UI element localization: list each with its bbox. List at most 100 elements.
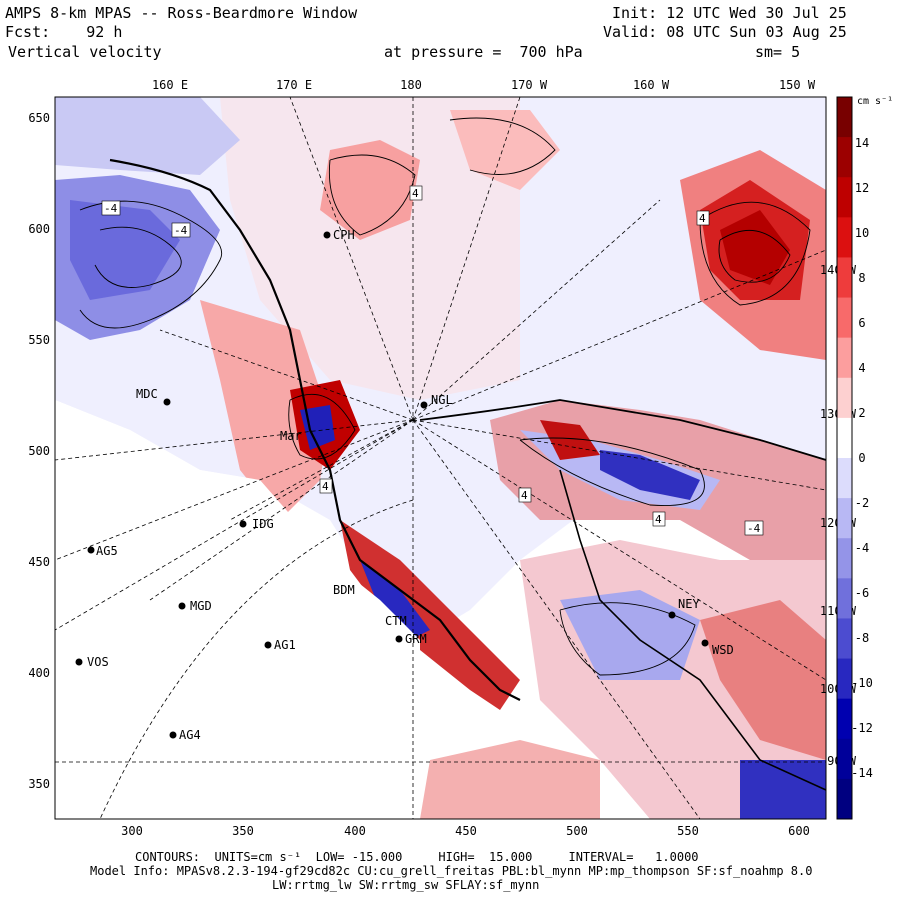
colorbar-swatch: [837, 137, 852, 178]
colorbar-tick-label: -12: [851, 721, 873, 735]
colorbar-swatch: [837, 538, 852, 579]
x-tick-label: 550: [677, 824, 699, 838]
station-vos: VOS: [87, 655, 109, 669]
station-ag1: AG1: [274, 638, 296, 652]
svg-text:-4: -4: [174, 224, 188, 237]
plot-frame: [54, 96, 827, 820]
svg-text:4: 4: [322, 480, 329, 493]
contour-label: 4: [696, 210, 710, 226]
y-tick-label: 400: [28, 666, 50, 680]
contour-label: -4: [171, 222, 191, 238]
colorbar-swatch: [837, 417, 852, 459]
colorbar-swatch: [837, 458, 852, 499]
x-tick-label: 400: [344, 824, 366, 838]
lon-label-160w: 160 W: [633, 78, 670, 92]
valid-time: Valid: 08 UTC Sun 03 Aug 25: [603, 23, 847, 41]
physics-info: LW:rrtmg_lw SW:rrtmg_sw SFLAY:sf_mynn: [272, 878, 540, 892]
y-tick-label: 650: [28, 111, 50, 125]
colorbar-swatch: [837, 297, 852, 339]
model-info: Model Info: MPASv8.2.3-194-gf29cd82c CU:…: [90, 864, 813, 878]
colorbar-tick-label: 8: [858, 271, 865, 285]
contour-label: 4: [409, 185, 423, 201]
colorbar-swatch: [837, 97, 852, 138]
station-mdc: MDC: [136, 387, 158, 401]
lon-label-170w: 170 W: [511, 78, 548, 92]
pressure-level: at pressure = 700 hPa: [384, 43, 583, 61]
contour-label: -4: [101, 200, 121, 216]
y-tick-label: 450: [28, 555, 50, 569]
colorbar-units: cm s⁻¹: [857, 96, 893, 107]
x-tick-label: 350: [232, 824, 254, 838]
colorbar-tick-label: 6: [858, 316, 865, 330]
colorbar-swatch: [837, 578, 852, 619]
station-ag5: AG5: [96, 544, 118, 558]
colorbar-swatch: [837, 738, 852, 780]
colorbar-tick-label: 2: [858, 406, 865, 420]
station-mgd: MGD: [190, 599, 212, 613]
svg-text:4: 4: [521, 489, 528, 502]
colorbar-frame: [836, 96, 853, 820]
contour-label: 4: [518, 487, 532, 503]
x-tick-label: 450: [455, 824, 477, 838]
contours-info: CONTOURS: UNITS=cm s⁻¹ LOW= -15.000 HIGH…: [135, 850, 699, 864]
colorbar-tick-label: -8: [855, 631, 869, 645]
lon-label-180: 180: [400, 78, 422, 92]
svg-text:-4: -4: [747, 522, 761, 535]
colorbar-swatch: [837, 337, 852, 379]
station-wsd: WSD: [712, 643, 734, 657]
colorbar-tick-label: -10: [851, 676, 873, 690]
station-mar: Mar: [280, 429, 302, 443]
colorbar-tick-label: 0: [858, 451, 865, 465]
colorbar: [836, 96, 853, 820]
colorbar-swatch: [837, 217, 852, 258]
lon-label-160e: 160 E: [152, 78, 188, 92]
map-field: MDC NGL IDG AG5 MGD AG1 VOS AG4 BDM WSD …: [55, 97, 826, 819]
colorbar-tick-label: 4: [858, 361, 865, 375]
colorbar-swatch: [837, 658, 852, 700]
colorbar-swatch: [837, 177, 852, 218]
colorbar-tick-label: -14: [851, 766, 873, 780]
variable-name: Vertical velocity: [8, 43, 162, 61]
colorbar-swatch: [837, 698, 852, 740]
svg-text:4: 4: [699, 212, 706, 225]
lon-label-170e: 170 E: [276, 78, 312, 92]
x-tick-label: 500: [566, 824, 588, 838]
colorbar-tick-label: -6: [855, 586, 869, 600]
colorbar-tick-label: -4: [855, 541, 869, 555]
station-grm: GRM: [405, 632, 427, 646]
colorbar-tick-label: 12: [855, 181, 869, 195]
station-cph: CPH: [333, 228, 355, 242]
colorbar-swatch: [837, 377, 852, 419]
y-tick-label: 550: [28, 333, 50, 347]
colorbar-swatch: [837, 778, 852, 820]
colorbar-tick-label: 14: [855, 136, 869, 150]
lon-label-150w: 150 W: [779, 78, 816, 92]
colorbar-tick-label: 10: [855, 226, 869, 240]
station-idg: IDG: [252, 517, 274, 531]
station-ngl: NGL: [431, 393, 453, 407]
smoothing-value: sm= 5: [755, 43, 801, 61]
colorbar-swatch: [837, 257, 852, 299]
svg-text:4: 4: [412, 187, 419, 200]
forecast-hour: Fcst: 92 h: [5, 23, 123, 41]
x-tick-label: 600: [788, 824, 810, 838]
station-ctm: CTM: [385, 614, 407, 628]
y-tick-label: 600: [28, 222, 50, 236]
contour-label: 4: [652, 511, 666, 527]
contour-label: 4: [319, 478, 333, 494]
y-tick-label: 500: [28, 444, 50, 458]
colorbar-swatch: [837, 498, 852, 539]
station-ney: NEY: [678, 597, 700, 611]
colorbar-swatch: [837, 618, 852, 660]
station-bdm: BDM: [333, 583, 355, 597]
station-ag4: AG4: [179, 728, 201, 742]
x-tick-label: 300: [121, 824, 143, 838]
svg-text:-4: -4: [104, 202, 118, 215]
y-tick-label: 350: [28, 777, 50, 791]
contour-label: -4: [744, 520, 764, 536]
colorbar-tick-label: -2: [855, 496, 869, 510]
coastline: [109, 158, 521, 701]
map-title: AMPS 8-km MPAS -- Ross-Beardmore Window: [5, 4, 358, 22]
init-time: Init: 12 UTC Wed 30 Jul 25: [612, 4, 847, 22]
